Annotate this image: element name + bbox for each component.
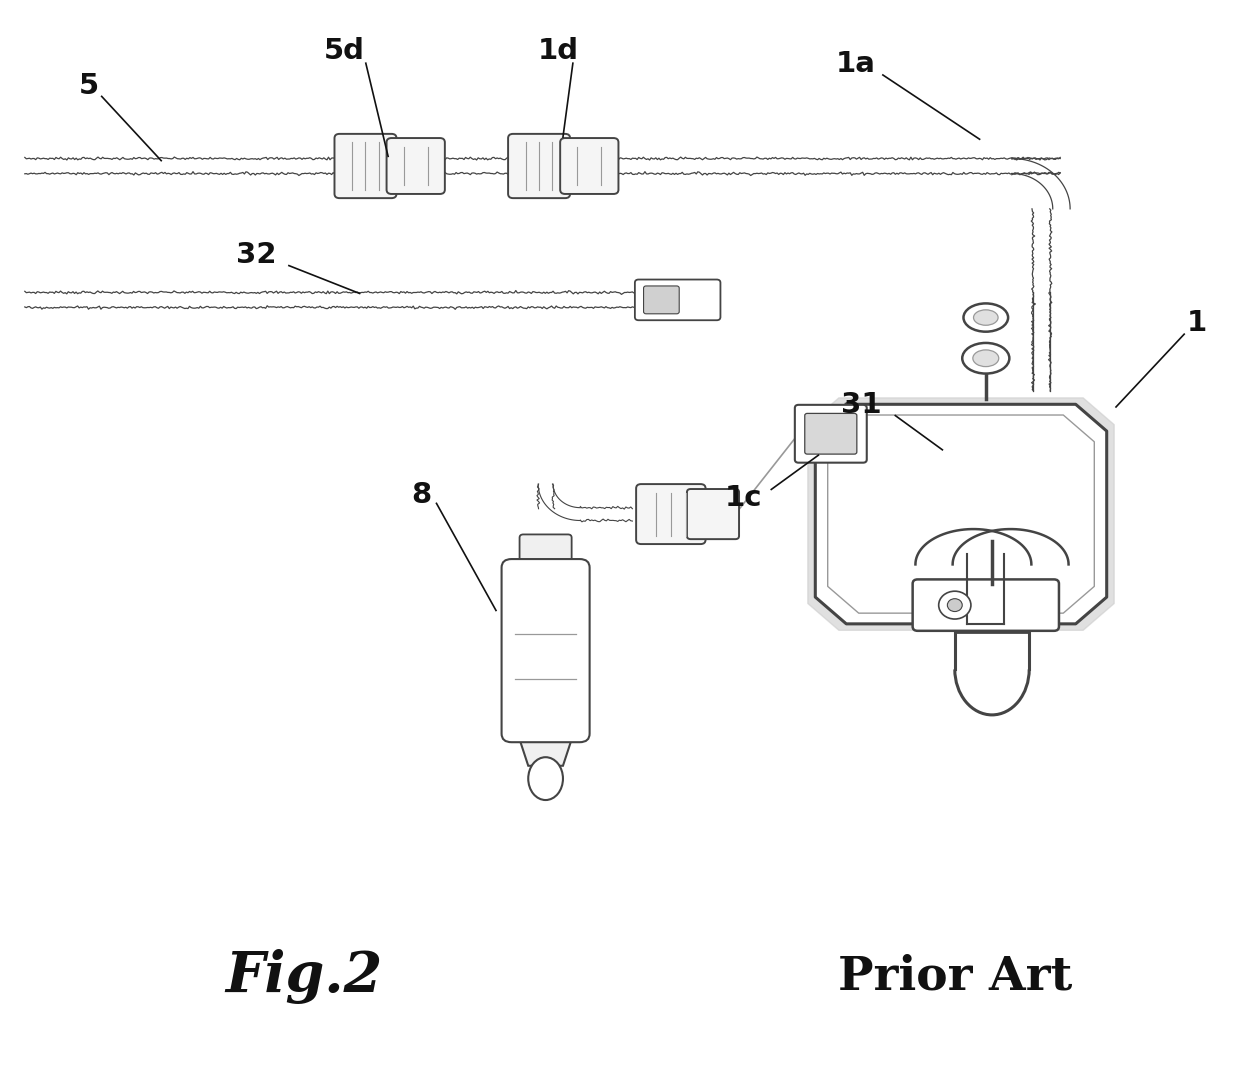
- FancyBboxPatch shape: [687, 489, 739, 539]
- Text: 1c: 1c: [725, 484, 763, 512]
- Text: 1a: 1a: [836, 50, 875, 78]
- FancyBboxPatch shape: [635, 280, 720, 320]
- Text: Fig.2: Fig.2: [226, 949, 382, 1005]
- Text: 31: 31: [842, 391, 882, 419]
- Text: 1: 1: [1187, 310, 1207, 337]
- FancyBboxPatch shape: [636, 484, 706, 544]
- Text: Prior Art: Prior Art: [837, 954, 1073, 999]
- Ellipse shape: [962, 343, 1009, 374]
- Polygon shape: [808, 397, 1115, 630]
- Text: 5: 5: [79, 72, 99, 100]
- Text: 1d: 1d: [537, 37, 579, 65]
- FancyBboxPatch shape: [501, 559, 590, 742]
- Text: 32: 32: [237, 241, 277, 269]
- Polygon shape: [517, 734, 573, 766]
- FancyBboxPatch shape: [520, 534, 572, 571]
- Polygon shape: [816, 404, 1107, 623]
- FancyBboxPatch shape: [644, 286, 680, 314]
- FancyBboxPatch shape: [805, 413, 857, 454]
- Text: 8: 8: [412, 481, 432, 509]
- FancyBboxPatch shape: [560, 138, 619, 194]
- Text: 5d: 5d: [324, 37, 366, 65]
- FancyBboxPatch shape: [387, 138, 445, 194]
- Ellipse shape: [963, 303, 1008, 332]
- FancyBboxPatch shape: [795, 405, 867, 463]
- Ellipse shape: [528, 757, 563, 800]
- FancyBboxPatch shape: [335, 134, 397, 198]
- FancyBboxPatch shape: [508, 134, 570, 198]
- FancyBboxPatch shape: [913, 579, 1059, 631]
- Ellipse shape: [973, 310, 998, 326]
- Circle shape: [939, 591, 971, 619]
- Circle shape: [947, 599, 962, 612]
- Ellipse shape: [973, 350, 998, 366]
